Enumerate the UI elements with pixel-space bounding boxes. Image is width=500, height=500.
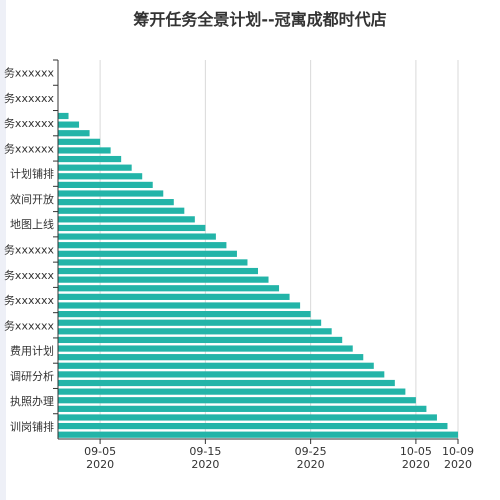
bar-5 (58, 388, 406, 395)
bar-31 (58, 164, 132, 171)
bar-14 (58, 311, 311, 318)
bar-23 (58, 233, 216, 240)
y-tick-label-1: 务xxxxxx (4, 92, 55, 105)
bar-29 (58, 181, 153, 188)
y-tick-label-7: 务xxxxxx (4, 244, 55, 257)
bar-37 (58, 112, 69, 120)
bar-27 (58, 199, 174, 206)
bar-13 (58, 319, 322, 326)
x-tick-label-0: 09-05 (84, 445, 116, 458)
y-tick-label-0: 务xxxxxx (4, 67, 55, 80)
bar-33 (58, 147, 111, 154)
bar-6 (58, 379, 395, 387)
bar-12 (58, 328, 332, 335)
bar-2 (58, 414, 437, 421)
bar-20 (58, 259, 248, 266)
bar-15 (58, 302, 301, 309)
bar-11 (58, 336, 343, 344)
y-tick-label-11: 费用计划 (10, 345, 54, 358)
x-tick-year-1: 2020 (191, 458, 219, 471)
bar-9 (58, 354, 364, 361)
chart-title: 筹开任务全景计划--冠寓成都时代店 (133, 10, 387, 29)
bar-8 (58, 362, 374, 369)
bar-1 (58, 422, 448, 430)
y-tick-label-9: 务xxxxxx (4, 294, 55, 307)
left-edge-strip (0, 0, 6, 500)
x-tick-year-0: 2020 (86, 458, 114, 471)
bar-34 (58, 138, 101, 145)
bar-0 (58, 431, 458, 438)
bar-4 (58, 397, 416, 404)
x-tick-label-4: 10-09 (442, 445, 474, 458)
bar-18 (58, 276, 269, 283)
bar-36 (58, 121, 80, 128)
bar-24 (58, 224, 206, 232)
bar-10 (58, 345, 353, 352)
y-tick-label-5: 效间开放 (10, 192, 54, 206)
x-tick-year-4: 2020 (444, 458, 472, 471)
y-tick-label-12: 调研分析 (10, 369, 54, 383)
bar-32 (58, 155, 122, 163)
x-tick-label-1: 09-15 (189, 445, 221, 458)
y-tick-label-8: 务xxxxxx (4, 269, 55, 282)
y-tick-label-13: 执照办理 (10, 394, 54, 408)
bar-22 (58, 242, 227, 249)
x-tick-year-2: 2020 (297, 458, 325, 471)
y-tick-label-6: 地图上线 (10, 217, 54, 231)
bar-26 (58, 207, 185, 214)
bar-17 (58, 285, 280, 292)
bar-35 (58, 130, 90, 137)
y-tick-label-14: 训岗铺排 (10, 419, 54, 433)
y-tick-label-10: 务xxxxxx (4, 319, 55, 332)
bar-16 (58, 293, 290, 300)
y-tick-label-4: 计划铺排 (10, 167, 54, 181)
bar-7 (58, 371, 385, 378)
bar-30 (58, 173, 143, 180)
x-tick-label-2: 09-25 (295, 445, 327, 458)
x-tick-year-3: 2020 (402, 458, 430, 471)
y-tick-label-2: 务xxxxxx (4, 117, 55, 130)
bar-19 (58, 267, 258, 275)
x-tick-label-3: 10-05 (400, 445, 432, 458)
bar-21 (58, 250, 237, 257)
y-tick-label-3: 务xxxxxx (4, 142, 55, 155)
bar-25 (58, 216, 195, 223)
bar-28 (58, 190, 164, 197)
bar-3 (58, 405, 427, 412)
